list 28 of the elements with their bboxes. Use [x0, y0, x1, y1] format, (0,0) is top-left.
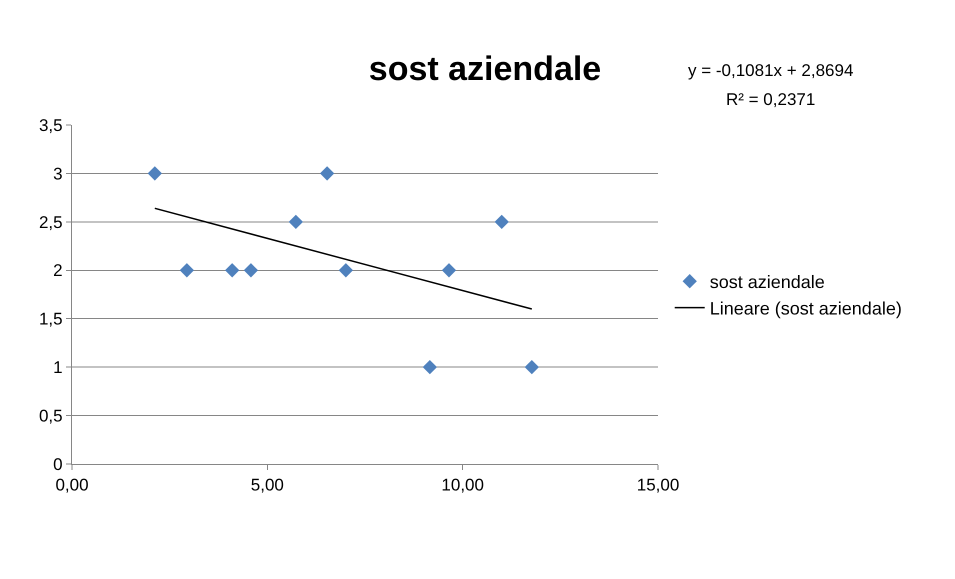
y-tick-label: 1 [53, 358, 63, 378]
x-tick-label: 0,00 [55, 475, 89, 494]
x-tick-label: 10,00 [441, 475, 484, 494]
x-tick-label: 15,00 [636, 475, 680, 494]
y-tick-label: 0 [53, 454, 63, 474]
y-tick-label: 3,5 [38, 116, 63, 135]
point [494, 214, 509, 230]
y-tick-label: 2,5 [38, 212, 63, 232]
text: y = -0,1081x + 2,8694 [688, 61, 854, 80]
point [288, 214, 303, 230]
x-tick-label: 5,00 [250, 475, 284, 494]
point [148, 166, 162, 181]
point [524, 360, 539, 374]
y-tick-label: 2 [53, 261, 63, 280]
point [422, 360, 437, 374]
chart-title: sost aziendale [368, 50, 602, 88]
legend-label: Lineare (sost aziendale) [710, 298, 902, 319]
y-tick-label: 1,5 [38, 310, 63, 329]
point [442, 263, 456, 278]
y-tick-label: 3 [53, 164, 63, 184]
point [338, 263, 354, 278]
y-tick-label: 0,5 [38, 406, 63, 426]
point [225, 263, 240, 278]
point [244, 263, 258, 278]
point [320, 166, 334, 181]
legend-label: sost aziendale [710, 272, 825, 292]
text: R² = 0,2371 [726, 90, 816, 109]
point [180, 263, 194, 278]
